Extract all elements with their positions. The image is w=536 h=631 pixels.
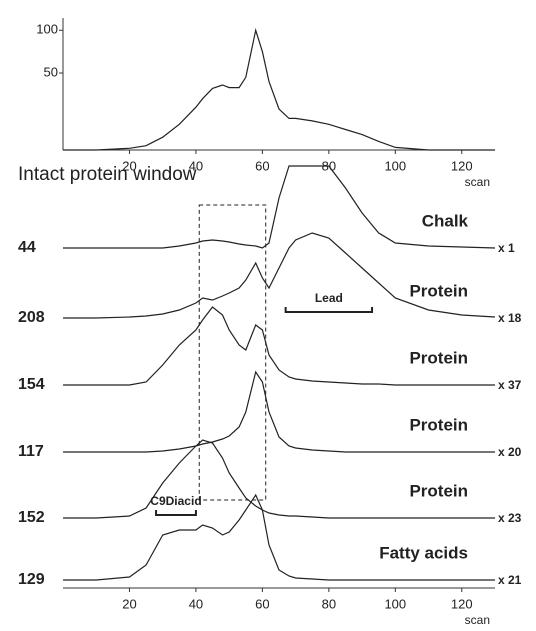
trace-scale: x 1 xyxy=(498,241,515,255)
x-tick-label: 100 xyxy=(384,596,406,611)
x-axis-label: scan xyxy=(465,613,490,627)
x-tick-label: 40 xyxy=(189,158,203,173)
trace-id: 152 xyxy=(18,509,45,526)
trace-id: 44 xyxy=(18,239,36,256)
trace xyxy=(63,439,495,519)
x-tick-label: 100 xyxy=(384,158,406,173)
bracket xyxy=(155,510,197,516)
trace-id: 208 xyxy=(18,309,45,326)
trace xyxy=(63,370,495,453)
trace-scale: x 23 xyxy=(498,511,522,525)
trace xyxy=(63,27,495,151)
trace-name: Protein xyxy=(409,348,468,367)
trace xyxy=(63,306,495,386)
trace-name: Protein xyxy=(409,481,468,500)
y-tick-label: 50 xyxy=(44,64,58,79)
x-tick-label: 60 xyxy=(255,158,269,173)
annotation: Lead xyxy=(315,291,343,305)
x-tick-label: 20 xyxy=(122,158,136,173)
x-tick-label: 20 xyxy=(122,596,136,611)
trace-id: 154 xyxy=(18,376,45,393)
y-tick-label: 100 xyxy=(36,22,58,37)
trace xyxy=(63,493,495,581)
trace-name: Protein xyxy=(409,281,468,300)
bracket xyxy=(284,307,374,313)
trace-scale: x 37 xyxy=(498,378,522,392)
trace-name: Protein xyxy=(409,415,468,434)
x-tick-label: 40 xyxy=(189,596,203,611)
x-tick-label: 120 xyxy=(451,596,473,611)
trace xyxy=(63,165,496,249)
x-tick-label: 80 xyxy=(322,596,336,611)
x-axis-label: scan xyxy=(465,175,490,189)
annotation: C9Diacid xyxy=(150,494,201,508)
x-tick-label: 120 xyxy=(451,158,473,173)
trace xyxy=(63,232,496,319)
trace-scale: x 21 xyxy=(498,573,522,587)
window xyxy=(198,204,267,501)
trace-name: Fatty acids xyxy=(379,543,468,562)
trace-id: 129 xyxy=(18,571,45,588)
chart-title: Intact protein window xyxy=(18,164,197,185)
trace-scale: x 18 xyxy=(498,311,522,325)
trace-id: 117 xyxy=(18,443,44,460)
trace-name: Chalk xyxy=(422,211,469,230)
x-tick-label: 60 xyxy=(255,596,269,611)
trace-scale: x 20 xyxy=(498,445,522,459)
